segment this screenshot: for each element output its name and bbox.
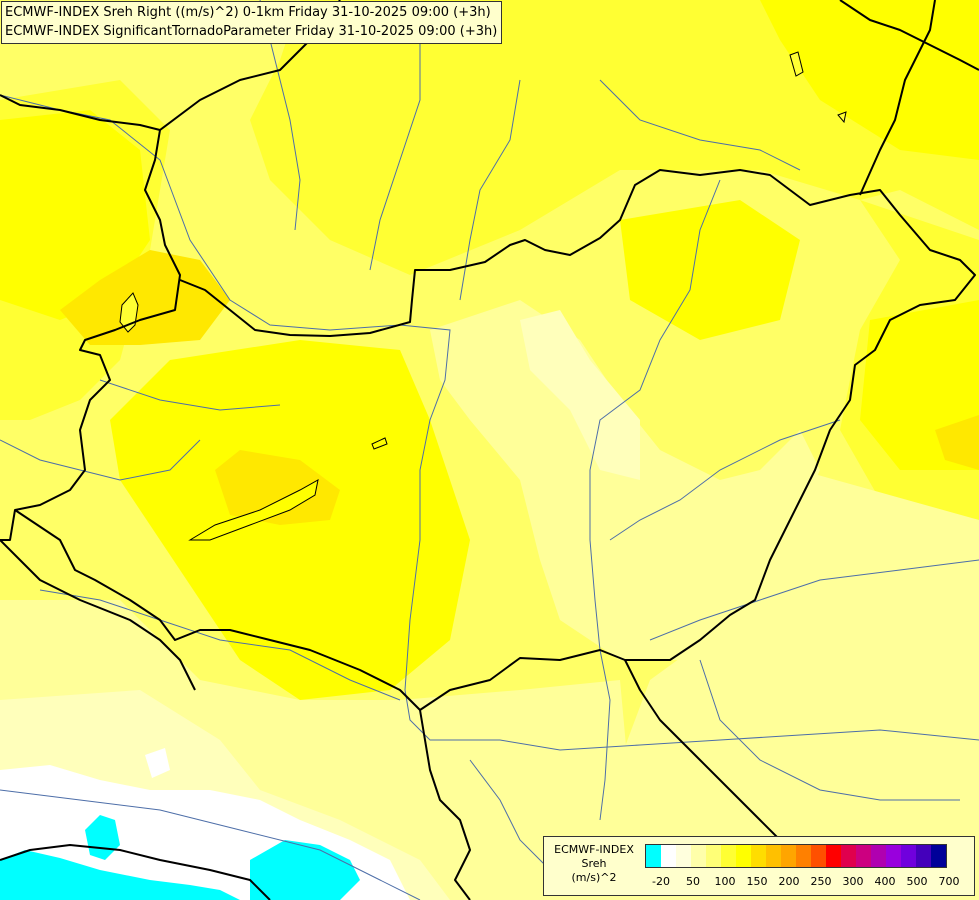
legend-title: ECMWF-INDEX	[554, 843, 634, 856]
border-slovakia-poland	[839, 0, 979, 71]
border-slovakia-ukraine	[859, 0, 936, 196]
legend-swatch	[796, 845, 811, 867]
legend-swatch	[901, 845, 916, 867]
map-title-box: ECMWF-INDEX Sreh Right ((m/s)^2) 0-1km F…	[1, 1, 503, 44]
legend-tick: 150	[746, 875, 768, 888]
legend-swatch	[676, 845, 691, 867]
legend-tick: 500	[906, 875, 928, 888]
river-drava	[39, 589, 401, 701]
river-south-east	[699, 659, 960, 801]
border-croatia-serbia	[419, 709, 471, 900]
field-pale-corridor	[430, 300, 820, 660]
field-core-east	[935, 415, 979, 470]
color-legend: ECMWF-INDEX Sreh (m/s)^2 -20 50 100 150 200 2…	[543, 836, 975, 896]
legend-swatch	[931, 845, 946, 867]
river-west-1	[0, 439, 201, 481]
river-north-1	[599, 79, 801, 171]
legend-tick: 100	[714, 875, 736, 888]
field-cyan-blob-2	[0, 850, 240, 900]
legend-tick: 700	[938, 875, 960, 888]
field-pale-southeast	[620, 470, 979, 900]
border-south-bosnia	[0, 844, 271, 900]
legend-variable: Sreh	[581, 857, 607, 870]
legend-swatch	[766, 845, 781, 867]
legend-swatch	[721, 845, 736, 867]
legend-swatch	[841, 845, 856, 867]
field-cyan-blob-3	[250, 840, 360, 900]
legend-swatch	[646, 845, 661, 867]
legend-swatch	[751, 845, 766, 867]
border-romania-serbia	[624, 659, 781, 841]
river-maros	[649, 559, 979, 641]
legend-swatch	[691, 845, 706, 867]
river-vah	[369, 40, 421, 271]
legend-swatch	[856, 845, 871, 867]
river-raba	[99, 379, 281, 411]
legend-swatch	[886, 845, 901, 867]
legend-swatches	[645, 844, 947, 868]
river-south-1	[469, 759, 561, 881]
legend-unit: (m/s)^2	[571, 871, 617, 884]
border-slovenia-croatia	[0, 539, 196, 691]
legend-tick: 300	[842, 875, 864, 888]
field-core-west	[60, 250, 230, 345]
river-danube	[0, 94, 979, 751]
legend-tick: 400	[874, 875, 896, 888]
field-core-center	[215, 450, 340, 525]
lake-small-east	[837, 111, 847, 124]
lake-balaton	[188, 479, 319, 541]
legend-swatch	[736, 845, 751, 867]
legend-tick: -20	[652, 875, 670, 888]
field-northwest-blob	[0, 110, 150, 320]
legend-swatch	[826, 845, 841, 867]
river-hron	[459, 79, 521, 301]
legend-tick: 50	[686, 875, 700, 888]
legend-tick: 250	[810, 875, 832, 888]
legend-header: ECMWF-INDEX Sreh (m/s)^2	[546, 843, 642, 885]
title-sreh: ECMWF-INDEX Sreh Right ((m/s)^2) 0-1km F…	[5, 5, 491, 20]
field-northeast-blob	[620, 200, 800, 340]
title-stp: ECMWF-INDEX SignificantTornadoParameter …	[5, 24, 498, 39]
legend-swatch	[781, 845, 796, 867]
field-white-spot	[145, 748, 170, 778]
lake-north-east	[789, 51, 804, 77]
legend-swatch	[916, 845, 931, 867]
legend-swatch	[706, 845, 721, 867]
legend-ticks: -20 50 100 150 200 250 300 400 500 700	[645, 875, 975, 891]
legend-swatch	[811, 845, 826, 867]
legend-swatch	[661, 845, 676, 867]
river-tisza	[589, 179, 721, 821]
river-sava	[0, 789, 421, 900]
legend-tick: 200	[778, 875, 800, 888]
legend-swatch	[871, 845, 886, 867]
field-cream-core	[520, 310, 640, 480]
lake-velence	[371, 437, 388, 450]
river-koros	[609, 419, 841, 541]
border-hungary	[0, 169, 976, 711]
border-austria-slovakia	[0, 94, 181, 511]
